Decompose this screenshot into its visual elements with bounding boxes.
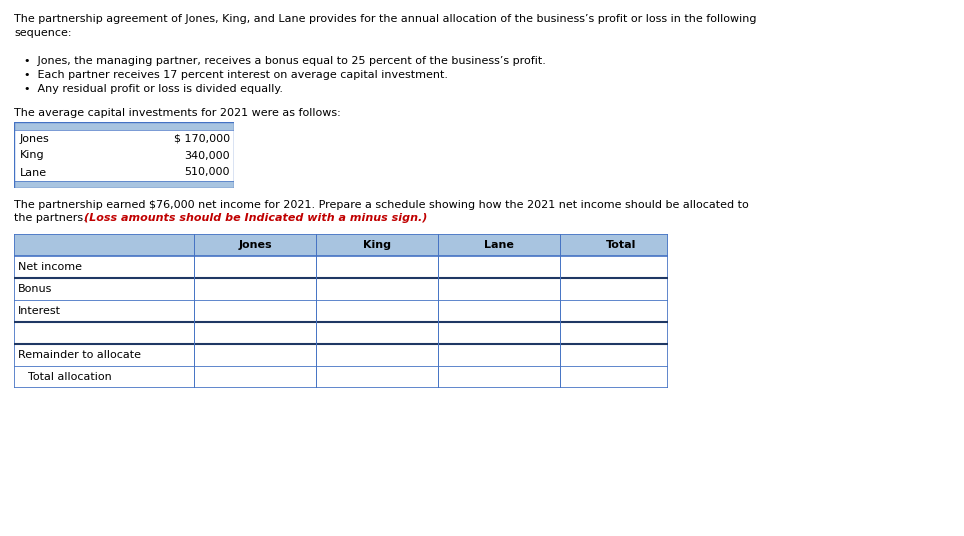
Text: Jones: Jones <box>20 133 50 144</box>
Text: sequence:: sequence: <box>14 28 71 38</box>
Text: The average capital investments for 2021 were as follows:: The average capital investments for 2021… <box>14 108 340 118</box>
Bar <box>14 300 668 322</box>
Bar <box>14 147 234 164</box>
Text: King: King <box>20 151 44 160</box>
Text: •  Jones, the managing partner, receives a bonus equal to 25 percent of the busi: • Jones, the managing partner, receives … <box>24 56 546 66</box>
Text: 510,000: 510,000 <box>184 167 230 177</box>
Text: Interest: Interest <box>18 306 61 316</box>
Text: Total allocation: Total allocation <box>28 372 112 382</box>
Bar <box>14 366 668 388</box>
Bar <box>14 122 234 130</box>
Text: Lane: Lane <box>20 167 47 177</box>
Text: King: King <box>363 240 391 250</box>
Text: Bonus: Bonus <box>18 284 52 294</box>
Bar <box>14 278 668 300</box>
Text: the partners.: the partners. <box>14 213 91 223</box>
Text: The partnership agreement of Jones, King, and Lane provides for the annual alloc: The partnership agreement of Jones, King… <box>14 14 757 24</box>
Text: Remainder to allocate: Remainder to allocate <box>18 350 141 360</box>
Bar <box>14 256 668 278</box>
Text: Total: Total <box>605 240 636 250</box>
Text: The partnership earned $76,000 net income for 2021. Prepare a schedule showing h: The partnership earned $76,000 net incom… <box>14 200 749 210</box>
Text: Net income: Net income <box>18 262 82 272</box>
Bar <box>14 181 234 188</box>
Bar <box>14 322 668 344</box>
Bar <box>14 164 234 181</box>
Text: Lane: Lane <box>484 240 514 250</box>
Text: •  Each partner receives 17 percent interest on average capital investment.: • Each partner receives 17 percent inter… <box>24 70 448 80</box>
Bar <box>14 344 668 366</box>
Text: $ 170,000: $ 170,000 <box>174 133 230 144</box>
Text: •  Any residual profit or loss is divided equally.: • Any residual profit or loss is divided… <box>24 84 283 94</box>
Text: Jones: Jones <box>238 240 272 250</box>
Bar <box>14 130 234 147</box>
Text: (Loss amounts should be Indicated with a minus sign.): (Loss amounts should be Indicated with a… <box>84 213 427 223</box>
Text: 340,000: 340,000 <box>184 151 230 160</box>
Bar <box>14 234 668 256</box>
